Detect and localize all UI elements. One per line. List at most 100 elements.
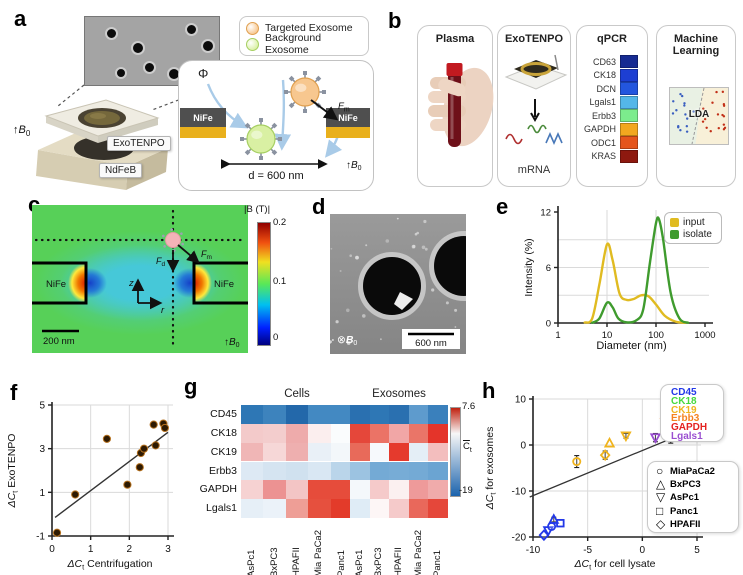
lda-point — [722, 128, 726, 131]
sem-speckle — [362, 314, 366, 318]
heatmap-row-label: GAPDH — [199, 483, 237, 496]
gene-color-swatch — [620, 82, 638, 96]
x-tick-label: 1 — [88, 544, 94, 555]
qpcr-gene-row: KRAS — [577, 149, 647, 164]
card-plasma: Plasma — [417, 25, 494, 187]
cell-line-name: AsPc1 — [670, 492, 700, 504]
card-qpcr: qPCR CD63 CK18 DCN Lgals1 Erbb3 GAPDH ODC1 KRAS — [576, 25, 648, 187]
heatmap-cell — [408, 405, 429, 424]
gene-color-swatch — [620, 55, 638, 69]
scale-bar-label: 200 nm — [43, 336, 75, 347]
heatmap-col-label: Mia PaCa2 — [412, 530, 424, 575]
gene-name: ODC1 — [590, 137, 616, 148]
heatmap-cell — [350, 405, 370, 424]
lda-point — [703, 117, 707, 121]
f-data-point — [139, 444, 149, 453]
heatmap-cell — [241, 405, 264, 424]
lda-point — [685, 125, 689, 128]
sem-speckle — [396, 217, 399, 220]
lda-point — [672, 100, 675, 103]
lda-point — [721, 90, 725, 94]
nanopore — [143, 61, 156, 74]
exotenpo-chip-icon — [504, 54, 568, 145]
heatmap-cell — [285, 423, 309, 443]
heatmap-cell — [350, 499, 370, 518]
heatmap-cell — [241, 442, 264, 462]
f-data-point — [52, 528, 62, 537]
sem-speckle — [412, 244, 416, 248]
isolate-swatch — [670, 229, 679, 239]
heatmap-row-label: CK18 — [210, 426, 237, 439]
qpcr-gene-row: CD63 — [577, 55, 647, 69]
qpcr-gene-row: CK18 — [577, 68, 647, 83]
y-axis-title: ΔCt for exosomes — [484, 427, 498, 511]
heatmap-col-label: HPAFII — [291, 547, 302, 575]
y-tick-label: -20 — [512, 533, 527, 544]
panel-g-label: g — [184, 374, 198, 399]
field-simulation-map: NiFe NiFe Fd Fm z r 200 nm ↑B0 — [32, 205, 248, 353]
sem-speckle — [445, 301, 449, 305]
series-isolate — [591, 216, 690, 324]
x-tick-label: 3 — [165, 544, 171, 555]
card-qpcr-title: qPCR — [597, 33, 627, 45]
heatmap-cell — [285, 405, 309, 424]
sem-speckle — [330, 247, 333, 250]
heatmap-col-label: AsPc1 — [353, 549, 365, 575]
x-tick-label: 1000 — [694, 330, 715, 341]
gene-legend-item: CK19 — [671, 404, 697, 416]
heatmap-col-label: Panc1 — [335, 550, 347, 575]
fd-label: Fd — [156, 256, 166, 268]
background-exosome — [239, 117, 282, 161]
gene-name: CK18 — [593, 70, 616, 81]
qpcr-gene-row: GAPDH — [577, 122, 647, 137]
heatmap-cell — [285, 480, 309, 500]
f-data-point — [151, 441, 160, 450]
heatmap-cell — [308, 423, 331, 443]
heatmap-row-label: Lgals1 — [206, 502, 237, 515]
gene-color-swatch — [620, 109, 638, 123]
h-data-point — [599, 449, 611, 462]
card-ml-title: Machine Learning — [672, 33, 720, 57]
gene-name: GAPDH — [583, 124, 616, 135]
nife-pin-right: NiFe — [192, 261, 248, 305]
qpcr-gene-row: ODC1 — [577, 136, 647, 150]
heatmap-cell — [330, 442, 353, 462]
colorbar-tick: 0.2 — [273, 217, 287, 228]
legend-item-targeted: Targeted Exosome — [246, 20, 362, 36]
ct-colorbar — [450, 407, 461, 497]
nanopore — [131, 41, 145, 55]
heatmap-cell — [389, 499, 409, 518]
h-data-point — [548, 513, 560, 524]
f-data-point — [160, 423, 170, 433]
cell-line-name: HPAFII — [670, 518, 701, 530]
y-tick-label: 6 — [546, 263, 551, 274]
background-exosome-swatch — [246, 37, 259, 51]
lda-point — [705, 126, 708, 129]
lda-point — [722, 115, 726, 118]
triangle-up-icon: △ — [656, 477, 666, 492]
heatmap-cell — [428, 480, 448, 500]
lda-point — [684, 113, 687, 116]
field-colorbar-title: |B (T)| — [244, 204, 271, 215]
lda-point — [692, 110, 695, 113]
heatmap-cell — [308, 480, 331, 500]
legend-item-background: Background Exosome — [246, 32, 362, 56]
cell-line-shape-legend: ○ MiaPaCa2 △ BxPC3 ▽ AsPc1 □ Panc1 ◇ HPAFII — [647, 461, 739, 533]
heatmap-row-label: CK19 — [210, 445, 237, 458]
b0-into-page-label: ⊗B0 — [337, 334, 357, 347]
x-tick-label: 100 — [648, 330, 664, 341]
lda-point — [717, 126, 720, 130]
fm-label: Fm — [201, 249, 212, 261]
y-tick-label: 3 — [39, 444, 45, 455]
heatmap-cell — [330, 405, 353, 424]
card-plasma-title: Plasma — [435, 33, 475, 45]
isolate-label: isolate — [683, 228, 712, 240]
exosome-legend: Targeted Exosome Background Exosome — [239, 16, 369, 56]
lda-point — [677, 126, 680, 129]
gene-color-swatch — [620, 95, 638, 109]
x-tick-label: 5 — [694, 545, 700, 556]
y-axis-title: ΔCt ExoTENPO — [6, 434, 20, 509]
gap-distance-label: d = 600 nm — [248, 170, 303, 182]
method-correlation-chart: 0 1 2 3 -1 1 3 5 ΔCt Centrifugation ΔCt ExoTENPO — [6, 401, 174, 572]
